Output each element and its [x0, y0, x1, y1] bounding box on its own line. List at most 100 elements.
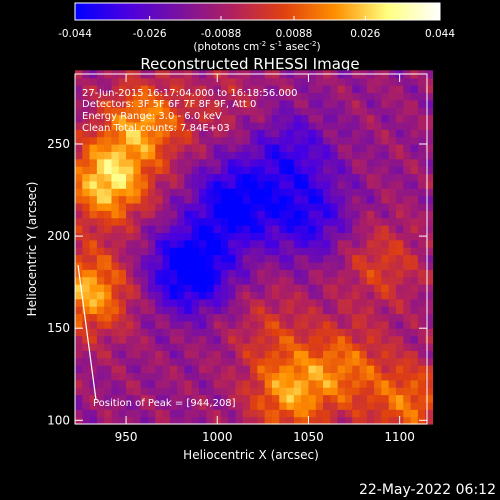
heatmap-cell [337, 151, 346, 160]
heatmap-cell [352, 409, 361, 418]
heatmap-cell [199, 99, 207, 108]
heatmap-cell [82, 188, 91, 197]
heatmap-cell [82, 114, 91, 123]
heatmap-cell [395, 342, 404, 351]
heatmap-cell [425, 306, 434, 315]
heatmap-cell [388, 401, 397, 410]
heatmap-cell [199, 188, 207, 197]
heatmap-cell [220, 335, 229, 344]
heatmap-cell [155, 313, 164, 322]
heatmap-cell [242, 144, 251, 152]
heatmap-cell [206, 210, 215, 219]
heatmap-cell [177, 313, 186, 322]
heatmap-cell [417, 342, 426, 351]
heatmap-cell [140, 77, 149, 86]
heatmap-cell [250, 92, 258, 101]
heatmap-cell [126, 320, 134, 329]
annotation-detectors: Detectors: 3F 5F 6F 7F 8F 9F, Att 0 [82, 99, 256, 110]
heatmap-cell [293, 416, 302, 425]
heatmap-cell [323, 291, 331, 300]
heatmap-cell [242, 225, 251, 234]
heatmap-cell [417, 99, 426, 108]
heatmap-cell [147, 217, 156, 226]
heatmap-cell [308, 77, 317, 86]
heatmap-cell [220, 394, 229, 403]
heatmap-cell [323, 357, 331, 366]
heatmap-cell [242, 357, 251, 366]
heatmap-cell [301, 291, 310, 300]
heatmap-cell [96, 342, 105, 351]
heatmap-cell [417, 144, 426, 152]
heatmap-cell [75, 217, 83, 226]
heatmap-cell [206, 409, 215, 418]
heatmap-cell [366, 202, 375, 211]
heatmap-cell [286, 387, 295, 396]
heatmap-cell [301, 144, 310, 152]
heatmap-cell [191, 372, 200, 381]
heatmap-cell [126, 151, 134, 160]
heatmap-cell [199, 129, 207, 138]
heatmap-cell [381, 99, 390, 108]
heatmap-cell [111, 276, 120, 285]
heatmap-cell [410, 232, 419, 241]
heatmap-cell [257, 387, 266, 396]
heatmap-cell [89, 77, 98, 86]
heatmap-cell [403, 342, 412, 351]
heatmap-cell [366, 232, 375, 241]
heatmap-cell [286, 247, 295, 256]
heatmap-cell [169, 114, 178, 123]
heatmap-cell [410, 77, 419, 86]
heatmap-cell [388, 180, 397, 189]
heatmap-cell [425, 99, 434, 108]
heatmap-cell [235, 313, 244, 322]
heatmap-cell [82, 379, 91, 388]
heatmap-cell [140, 291, 149, 300]
heatmap-cell [75, 99, 83, 108]
heatmap-cell [104, 151, 113, 160]
heatmap-cell [308, 365, 317, 374]
heatmap-cell [126, 276, 134, 285]
heatmap-cell [264, 328, 273, 337]
heatmap-cell [235, 92, 244, 101]
heatmap-cell [352, 107, 361, 116]
colorbar-units-label: (photons cm-2 s-1 asec-2) [193, 40, 320, 53]
heatmap-cell [352, 261, 361, 270]
heatmap-cell [126, 357, 134, 366]
heatmap-cell [199, 202, 207, 211]
heatmap-cell [96, 365, 105, 374]
heatmap-cell [147, 387, 156, 396]
heatmap-cell [96, 173, 105, 182]
heatmap-cell [147, 254, 156, 263]
heatmap-cell [293, 151, 302, 160]
heatmap-cell [162, 269, 171, 278]
heatmap-cell [177, 144, 186, 152]
heatmap-cell [155, 239, 164, 248]
heatmap-cell [118, 291, 127, 300]
heatmap-cell [162, 298, 171, 307]
heatmap-cell [286, 173, 295, 182]
heatmap-cell [104, 350, 113, 359]
heatmap-cell [410, 225, 419, 234]
heatmap-cell [403, 129, 412, 138]
heatmap-cell [293, 136, 302, 145]
heatmap-cell [184, 357, 193, 366]
heatmap-cell [199, 247, 207, 256]
heatmap-cell [366, 276, 375, 285]
heatmap-cell [315, 225, 324, 234]
heatmap-cell [89, 394, 98, 403]
heatmap-cell [133, 261, 142, 270]
heatmap-cell [366, 357, 375, 366]
heatmap-cell [96, 379, 105, 388]
heatmap-cell [403, 232, 412, 241]
heatmap-cell [220, 129, 229, 138]
heatmap-cell [75, 357, 83, 366]
heatmap-cell [257, 401, 266, 410]
heatmap-cell [352, 401, 361, 410]
heatmap-cell [301, 261, 310, 270]
heatmap-cell [395, 320, 404, 329]
heatmap-cell [279, 247, 288, 256]
heatmap-cell [286, 239, 295, 248]
heatmap-cell [264, 92, 273, 101]
heatmap-cell [293, 173, 302, 182]
heatmap-cell [417, 210, 426, 219]
